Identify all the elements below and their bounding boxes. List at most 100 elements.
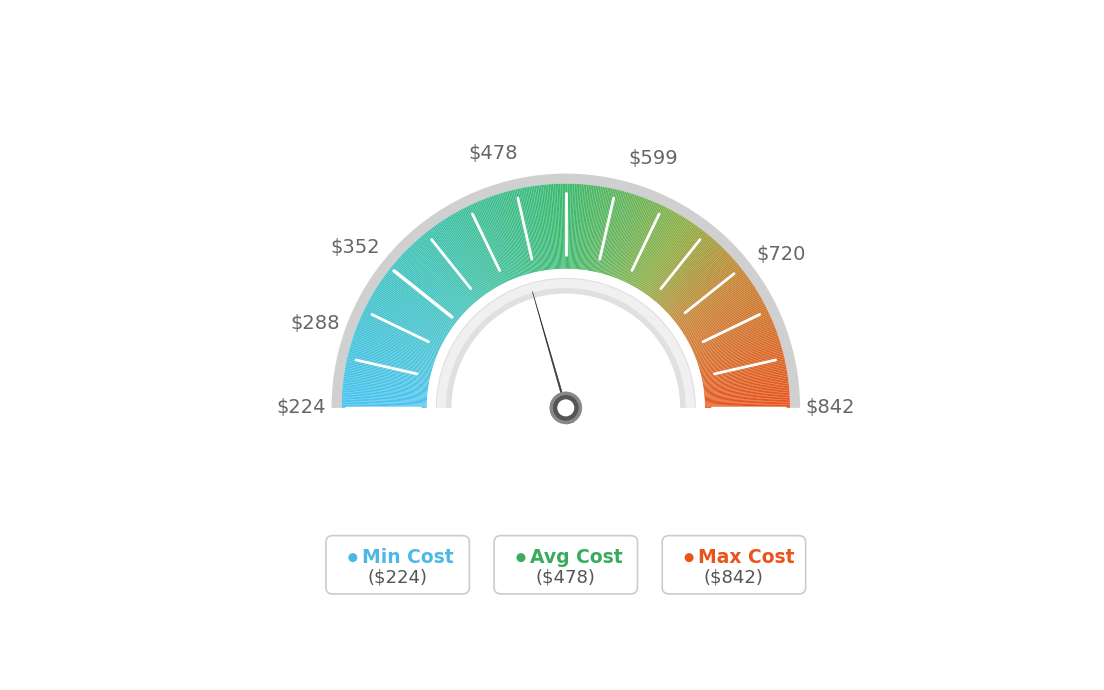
Wedge shape [581, 185, 592, 270]
Wedge shape [691, 309, 768, 348]
Text: $720: $720 [756, 245, 806, 264]
Wedge shape [463, 208, 502, 284]
Wedge shape [516, 189, 535, 273]
Wedge shape [588, 187, 604, 271]
Wedge shape [342, 397, 427, 402]
Wedge shape [633, 211, 676, 286]
Wedge shape [577, 184, 587, 270]
Wedge shape [342, 395, 427, 402]
Wedge shape [675, 268, 742, 322]
Wedge shape [369, 300, 444, 342]
Wedge shape [478, 201, 512, 280]
Wedge shape [582, 185, 594, 270]
Wedge shape [665, 249, 725, 310]
Wedge shape [692, 315, 771, 352]
Wedge shape [704, 392, 789, 399]
Wedge shape [664, 248, 724, 310]
Wedge shape [363, 309, 440, 348]
Wedge shape [373, 293, 447, 337]
Wedge shape [704, 385, 789, 395]
Wedge shape [650, 230, 703, 298]
Wedge shape [359, 320, 438, 355]
Wedge shape [362, 313, 440, 350]
Wedge shape [464, 207, 503, 284]
Wedge shape [697, 333, 778, 363]
Wedge shape [623, 204, 660, 282]
Wedge shape [400, 256, 464, 315]
Wedge shape [414, 242, 473, 306]
Wedge shape [503, 192, 528, 275]
Wedge shape [703, 371, 787, 386]
Wedge shape [354, 331, 435, 361]
Wedge shape [691, 310, 768, 348]
Wedge shape [702, 366, 786, 383]
Wedge shape [368, 302, 444, 343]
Wedge shape [693, 317, 772, 353]
Wedge shape [703, 380, 788, 391]
Wedge shape [612, 197, 641, 277]
Wedge shape [531, 186, 545, 270]
Wedge shape [681, 282, 752, 331]
Wedge shape [474, 203, 510, 282]
Wedge shape [375, 288, 448, 335]
Wedge shape [529, 186, 544, 270]
Polygon shape [532, 291, 574, 424]
Wedge shape [684, 293, 758, 337]
Wedge shape [501, 193, 527, 275]
Wedge shape [608, 195, 637, 276]
Wedge shape [704, 383, 789, 394]
Wedge shape [520, 188, 539, 272]
Wedge shape [688, 302, 764, 343]
Wedge shape [641, 219, 689, 292]
Wedge shape [416, 239, 474, 304]
Text: Avg Cost: Avg Cost [530, 548, 623, 567]
Wedge shape [671, 261, 736, 317]
Wedge shape [676, 270, 744, 324]
Wedge shape [683, 289, 757, 335]
Wedge shape [629, 208, 669, 284]
Text: ($224): ($224) [368, 568, 427, 586]
Wedge shape [655, 235, 710, 302]
Wedge shape [578, 185, 588, 270]
FancyBboxPatch shape [326, 535, 469, 594]
Wedge shape [637, 216, 683, 289]
Wedge shape [427, 269, 704, 408]
Wedge shape [543, 185, 553, 270]
Wedge shape [380, 282, 450, 331]
Wedge shape [498, 194, 524, 275]
Wedge shape [602, 191, 625, 274]
Wedge shape [438, 222, 488, 293]
Wedge shape [562, 184, 565, 269]
Wedge shape [615, 198, 647, 278]
Wedge shape [477, 201, 511, 280]
Wedge shape [408, 247, 469, 309]
Wedge shape [640, 219, 688, 291]
Wedge shape [648, 226, 699, 296]
Wedge shape [694, 324, 774, 357]
Wedge shape [561, 184, 564, 269]
Wedge shape [424, 233, 479, 300]
Wedge shape [585, 186, 599, 270]
Wedge shape [475, 202, 511, 281]
Wedge shape [698, 335, 778, 364]
Wedge shape [704, 399, 789, 404]
Wedge shape [528, 187, 543, 271]
Wedge shape [487, 197, 518, 278]
Wedge shape [344, 369, 428, 385]
Wedge shape [349, 351, 432, 373]
Wedge shape [370, 297, 445, 340]
Wedge shape [699, 340, 781, 367]
Wedge shape [344, 371, 428, 386]
Wedge shape [342, 388, 427, 397]
Wedge shape [342, 387, 427, 396]
Wedge shape [601, 190, 624, 273]
Wedge shape [647, 226, 698, 295]
Wedge shape [383, 276, 454, 327]
Wedge shape [684, 290, 757, 336]
Wedge shape [696, 327, 775, 359]
Wedge shape [704, 395, 789, 402]
Wedge shape [701, 359, 785, 379]
Wedge shape [558, 184, 562, 269]
Wedge shape [455, 213, 498, 287]
Wedge shape [429, 228, 482, 297]
